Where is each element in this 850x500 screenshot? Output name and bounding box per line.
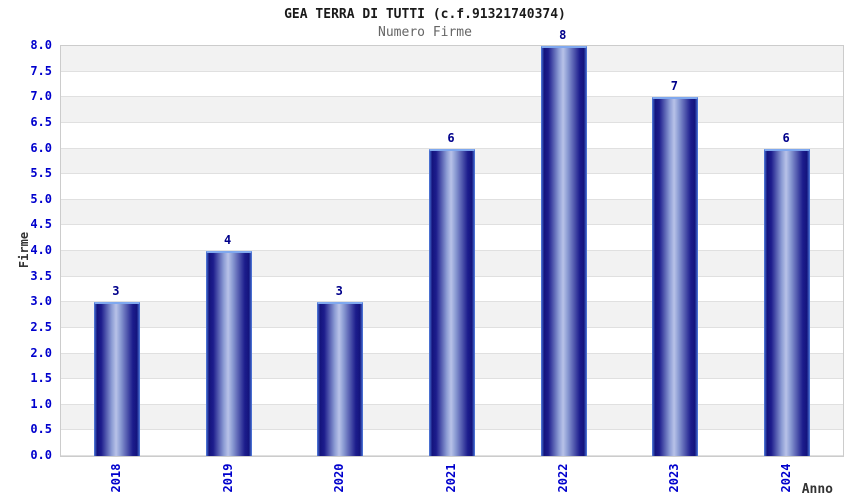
x-tick-label-2021: 2021 xyxy=(444,463,458,493)
x-tick-label-2022: 2022 xyxy=(555,463,570,493)
y-tick-label: 1.5 xyxy=(30,371,52,386)
y-tick-label: 1.0 xyxy=(30,396,52,411)
y-tick-label: 6.5 xyxy=(30,114,52,129)
y-tick-label: 0.0 xyxy=(30,448,52,462)
chart-title: GEA TERRA DI TUTTI (c.f.91321740374) xyxy=(284,7,566,22)
y-tick-label: 7.0 xyxy=(30,89,52,104)
bar-value-label-2020: 3 xyxy=(335,284,343,299)
y-axis-label: Firme xyxy=(17,231,31,269)
x-tick-label-2020: 2020 xyxy=(332,463,347,493)
chart-subtitle: Numero Firme xyxy=(378,25,472,40)
bar-2018 xyxy=(93,302,140,456)
x-axis-label: Anno xyxy=(801,482,833,497)
y-tick-label: 5.0 xyxy=(30,191,52,206)
y-tick-label: 2.5 xyxy=(30,319,52,334)
plot-area xyxy=(60,45,844,457)
grid-band xyxy=(61,46,843,72)
y-tick-label: 7.5 xyxy=(30,63,52,78)
y-tick-label: 0.5 xyxy=(30,422,52,437)
y-tick-label: 3.0 xyxy=(30,294,52,309)
x-tick-label-2024: 2024 xyxy=(779,463,794,493)
bar-value-label-2024: 6 xyxy=(782,130,790,145)
bar-2021 xyxy=(429,148,475,456)
bar-value-label-2018: 3 xyxy=(112,284,120,299)
bar-value-label-2023: 7 xyxy=(670,79,679,94)
bar-2022 xyxy=(540,46,587,456)
bar-2023 xyxy=(652,97,699,456)
x-tick-label-2018: 2018 xyxy=(108,463,123,493)
bar-2020 xyxy=(317,302,364,456)
y-tick-label: 2.0 xyxy=(30,345,52,360)
grid-band xyxy=(61,71,843,98)
y-tick-label: 4.5 xyxy=(30,217,52,232)
y-tick-label: 5.5 xyxy=(30,166,52,181)
y-tick-label: 6.0 xyxy=(30,140,52,155)
y-tick-label: 4.0 xyxy=(30,243,52,257)
grid-band xyxy=(61,97,843,123)
y-tick-label: 3.5 xyxy=(30,268,52,283)
x-tick-label-2023: 2023 xyxy=(667,463,682,493)
bar-2024 xyxy=(764,148,811,456)
bar-value-label-2021: 6 xyxy=(447,130,455,145)
bar-2019 xyxy=(205,251,252,456)
grid-band xyxy=(61,122,843,149)
bar-value-label-2022: 8 xyxy=(559,28,567,42)
y-tick-label: 8.0 xyxy=(30,38,52,52)
x-tick-label-2019: 2019 xyxy=(220,463,235,493)
bar-value-label-2019: 4 xyxy=(223,233,232,247)
